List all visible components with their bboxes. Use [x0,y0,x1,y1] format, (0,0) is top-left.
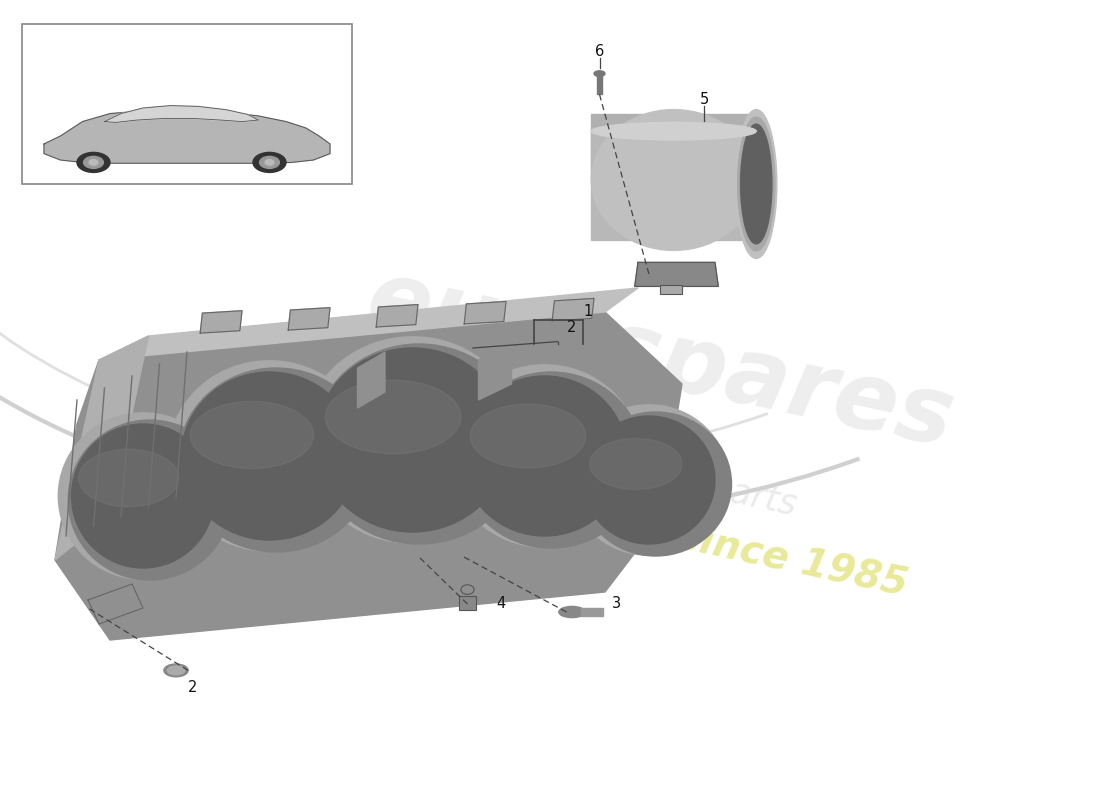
Ellipse shape [190,402,314,469]
Ellipse shape [253,152,286,172]
Text: 4: 4 [496,597,505,611]
Ellipse shape [312,344,526,544]
Ellipse shape [583,416,715,544]
Ellipse shape [265,159,274,165]
Text: 2: 2 [188,681,197,695]
Text: 6: 6 [595,45,604,59]
Polygon shape [55,336,148,560]
Ellipse shape [559,606,585,618]
Text: 5: 5 [700,93,708,107]
Ellipse shape [594,71,605,76]
Polygon shape [99,288,638,360]
Polygon shape [592,128,757,240]
Ellipse shape [580,412,732,556]
Ellipse shape [182,372,358,540]
Ellipse shape [72,424,214,568]
Polygon shape [552,298,594,321]
Bar [660,285,682,294]
Ellipse shape [168,361,371,551]
Ellipse shape [738,117,774,251]
Ellipse shape [77,152,110,172]
Text: 3: 3 [612,597,620,611]
Polygon shape [88,584,143,624]
Ellipse shape [449,365,640,547]
Ellipse shape [58,413,228,579]
Ellipse shape [302,337,522,543]
Polygon shape [200,310,242,333]
Ellipse shape [471,404,585,468]
Text: a passion for parts: a passion for parts [476,422,800,522]
Ellipse shape [89,159,98,165]
Ellipse shape [462,376,627,536]
Ellipse shape [592,110,757,250]
Ellipse shape [164,664,188,677]
Text: 2: 2 [568,321,576,335]
Polygon shape [104,106,258,122]
Bar [581,608,603,616]
Polygon shape [478,344,512,400]
Ellipse shape [570,405,728,555]
Polygon shape [635,262,718,286]
Ellipse shape [326,380,461,454]
Ellipse shape [591,122,756,140]
Bar [597,74,602,94]
Ellipse shape [736,110,777,258]
Ellipse shape [459,372,644,548]
Ellipse shape [260,157,279,168]
Polygon shape [464,302,506,324]
Bar [459,596,476,610]
Ellipse shape [84,157,103,168]
Ellipse shape [178,368,374,552]
Polygon shape [592,114,757,177]
Text: eurospares: eurospares [359,253,961,467]
Bar [22,24,352,184]
Ellipse shape [68,420,231,580]
Polygon shape [44,110,330,163]
Ellipse shape [590,438,682,490]
Ellipse shape [316,348,509,532]
Ellipse shape [167,666,185,675]
Ellipse shape [740,124,772,244]
Polygon shape [55,312,682,640]
Polygon shape [358,352,385,408]
Ellipse shape [79,450,178,507]
Text: since 1985: since 1985 [673,517,911,603]
Text: 1: 1 [584,305,593,319]
Polygon shape [376,305,418,327]
Polygon shape [288,308,330,330]
